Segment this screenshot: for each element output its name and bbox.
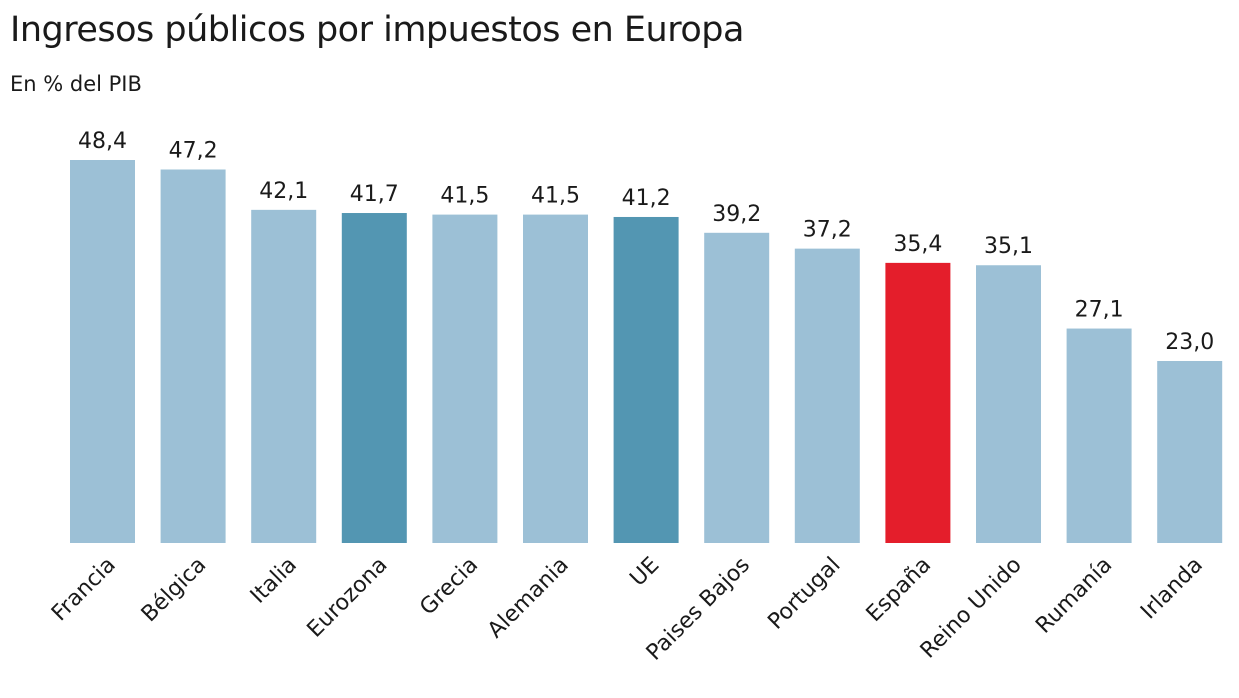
bar — [885, 262, 951, 543]
category-label: Portugal — [763, 553, 845, 635]
chart-subtitle: En % del PIB — [10, 72, 142, 96]
category-label: Italia — [246, 553, 302, 609]
value-label: 48,4 — [78, 129, 127, 154]
value-label: 41,5 — [531, 184, 580, 209]
bar — [523, 214, 588, 543]
chart-title: Ingresos públicos por impuestos en Europ… — [10, 10, 744, 50]
category-label: Alemania — [483, 553, 574, 644]
category-label: UE — [625, 553, 664, 592]
category-label: Rumanía — [1031, 553, 1117, 639]
category-label: Irlanda — [1136, 553, 1208, 625]
bar — [70, 160, 135, 543]
bar — [1157, 360, 1223, 543]
value-label: 41,5 — [440, 184, 489, 209]
value-label: 42,1 — [259, 179, 308, 204]
value-label: 35,4 — [893, 232, 942, 257]
bar — [613, 216, 679, 543]
bar — [704, 232, 770, 544]
bar — [160, 169, 226, 544]
bar — [432, 214, 498, 543]
category-label: Eurozona — [303, 553, 393, 643]
bar — [251, 209, 317, 543]
value-label: 41,7 — [350, 182, 399, 207]
value-label: 47,2 — [169, 138, 218, 163]
value-label: 23,0 — [1165, 330, 1214, 355]
bar — [794, 248, 860, 543]
bar — [341, 213, 407, 543]
category-label: Grecia — [415, 553, 483, 621]
bar — [1066, 328, 1132, 543]
value-label: 35,1 — [984, 234, 1033, 259]
bar — [976, 265, 1041, 543]
category-label: Francia — [47, 553, 121, 627]
category-label: España — [862, 553, 936, 627]
value-label: 39,2 — [712, 202, 761, 227]
value-label: 27,1 — [1075, 298, 1124, 323]
value-label: 41,2 — [622, 186, 671, 211]
value-label: 37,2 — [803, 218, 852, 243]
category-label: Bélgica — [137, 553, 212, 628]
